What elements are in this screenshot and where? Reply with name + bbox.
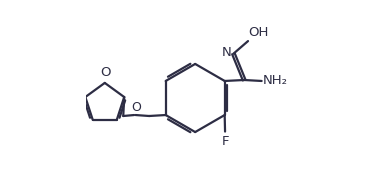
Text: NH₂: NH₂ (262, 74, 287, 87)
Text: N: N (222, 46, 232, 59)
Text: O: O (131, 101, 141, 114)
Text: OH: OH (248, 26, 269, 39)
Text: O: O (101, 66, 111, 79)
Text: F: F (221, 135, 229, 148)
